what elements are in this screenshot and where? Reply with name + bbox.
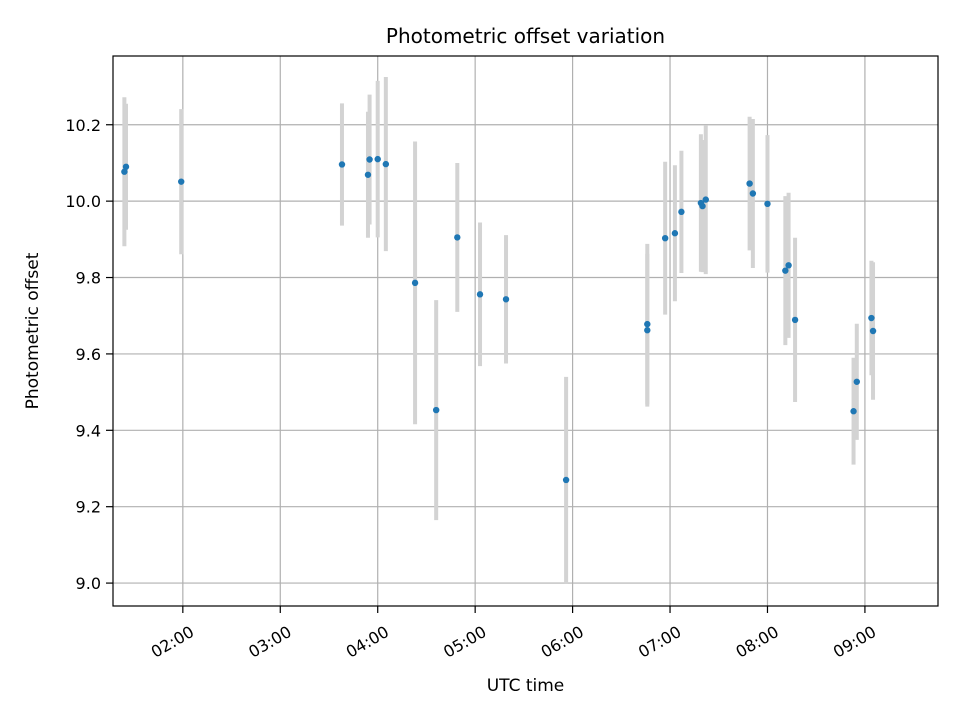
y-tick-label: 9.4 — [76, 421, 101, 440]
y-tick-label: 9.8 — [76, 269, 101, 288]
data-point — [366, 156, 373, 163]
data-point — [702, 196, 709, 203]
data-point — [432, 406, 440, 414]
data-point — [411, 279, 419, 287]
data-point — [764, 200, 771, 208]
y-tick-label: 9.2 — [76, 498, 101, 517]
data-point — [785, 262, 792, 269]
data-point — [382, 160, 390, 168]
data-point — [178, 178, 185, 185]
y-tick-label: 9.6 — [76, 345, 101, 364]
data-point — [454, 234, 461, 241]
y-axis-ticks: 9.0 9.2 9.4 9.6 9.8 10.0 10.2 — [65, 116, 113, 593]
data-point — [338, 161, 346, 168]
y-tick-label: 9.0 — [76, 574, 101, 593]
y-axis-title: Photometric offset — [23, 252, 43, 409]
data-point — [644, 320, 651, 328]
data-point — [364, 171, 372, 178]
data-point — [121, 168, 128, 175]
data-point — [502, 296, 510, 303]
data-point — [850, 408, 857, 415]
plot-frame — [112, 55, 939, 607]
data-point — [869, 327, 877, 335]
data-point — [562, 476, 570, 484]
data-point — [678, 208, 685, 216]
data-point — [671, 230, 679, 237]
data-point — [699, 202, 706, 210]
x-axis-title: UTC time — [487, 676, 565, 696]
data-point — [476, 291, 484, 298]
data-point — [791, 316, 799, 324]
data-point — [868, 314, 875, 322]
chart-title: Photometric offset variation — [386, 24, 665, 48]
data-point — [644, 327, 651, 334]
data-point — [782, 267, 789, 274]
data-point — [749, 190, 757, 197]
data-points — [121, 155, 877, 484]
y-tick-label: 10.2 — [65, 116, 101, 135]
data-point — [122, 163, 130, 170]
data-point — [853, 378, 860, 385]
data-point — [374, 155, 381, 163]
data-point — [661, 234, 669, 242]
y-tick-label: 10.0 — [65, 192, 101, 211]
data-point — [746, 180, 753, 187]
